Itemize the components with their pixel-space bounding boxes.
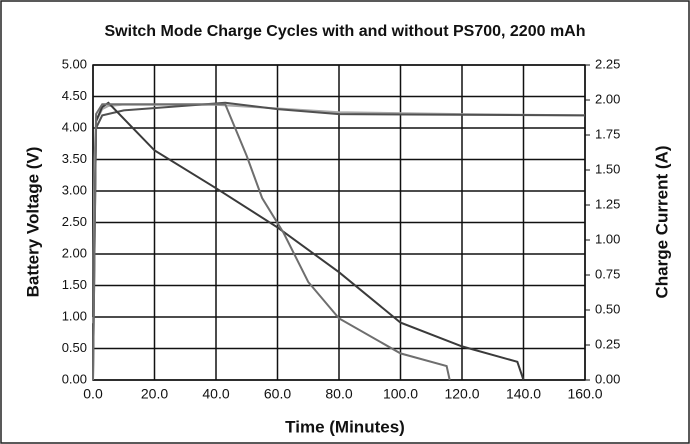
y-tick-label: 3.50 [62,151,87,166]
y-tick-label: 4.00 [62,119,87,134]
y2-tick-label: 0.75 [595,266,620,281]
chart-title: Switch Mode Charge Cycles with and witho… [105,23,586,40]
x-axis-label: Time (Minutes) [285,417,405,436]
y2-tick-label: 2.25 [595,56,620,71]
x-tick-label: 20.0 [141,386,168,402]
x-tick-label: 60.0 [264,386,291,402]
y-tick-label: 0.50 [62,340,87,355]
y-tick-label: 5.00 [62,56,87,71]
y2-tick-label: 0.25 [595,336,620,351]
y2-axis-label: Charge Current (A) [652,145,671,298]
y2-tick-label: 1.25 [595,196,620,211]
series-line [92,101,525,381]
x-tick-label: 160.0 [567,386,602,402]
y-axis-label: Battery Voltage (V) [23,147,42,298]
y-tick-label: 4.50 [62,88,87,103]
y-tick-label: 1.00 [62,308,87,323]
y-tick-label: 2.00 [62,245,87,260]
x-tick-label: 80.0 [325,386,352,402]
y2-tick-label: 1.50 [595,161,620,176]
y2-tick-label: 0.50 [595,301,620,316]
y2-tick-label: 1.75 [595,126,620,141]
x-tick-label: 100.0 [383,386,418,402]
x-tick-label: 140.0 [506,386,541,402]
series-line [92,103,451,381]
y2-tick-label: 0.00 [595,371,620,386]
x-tick-label: 120.0 [444,386,479,402]
x-tick-label: 0.0 [83,386,103,402]
y-tick-label: 3.00 [62,182,87,197]
y2-tick-label: 2.00 [595,91,620,106]
series-line [92,101,586,318]
y-tick-label: 2.50 [62,214,87,229]
x-tick-label: 40.0 [202,386,229,402]
y2-tick-label: 1.00 [595,231,620,246]
y-tick-label: 0.00 [62,371,87,386]
y-tick-label: 1.50 [62,277,87,292]
